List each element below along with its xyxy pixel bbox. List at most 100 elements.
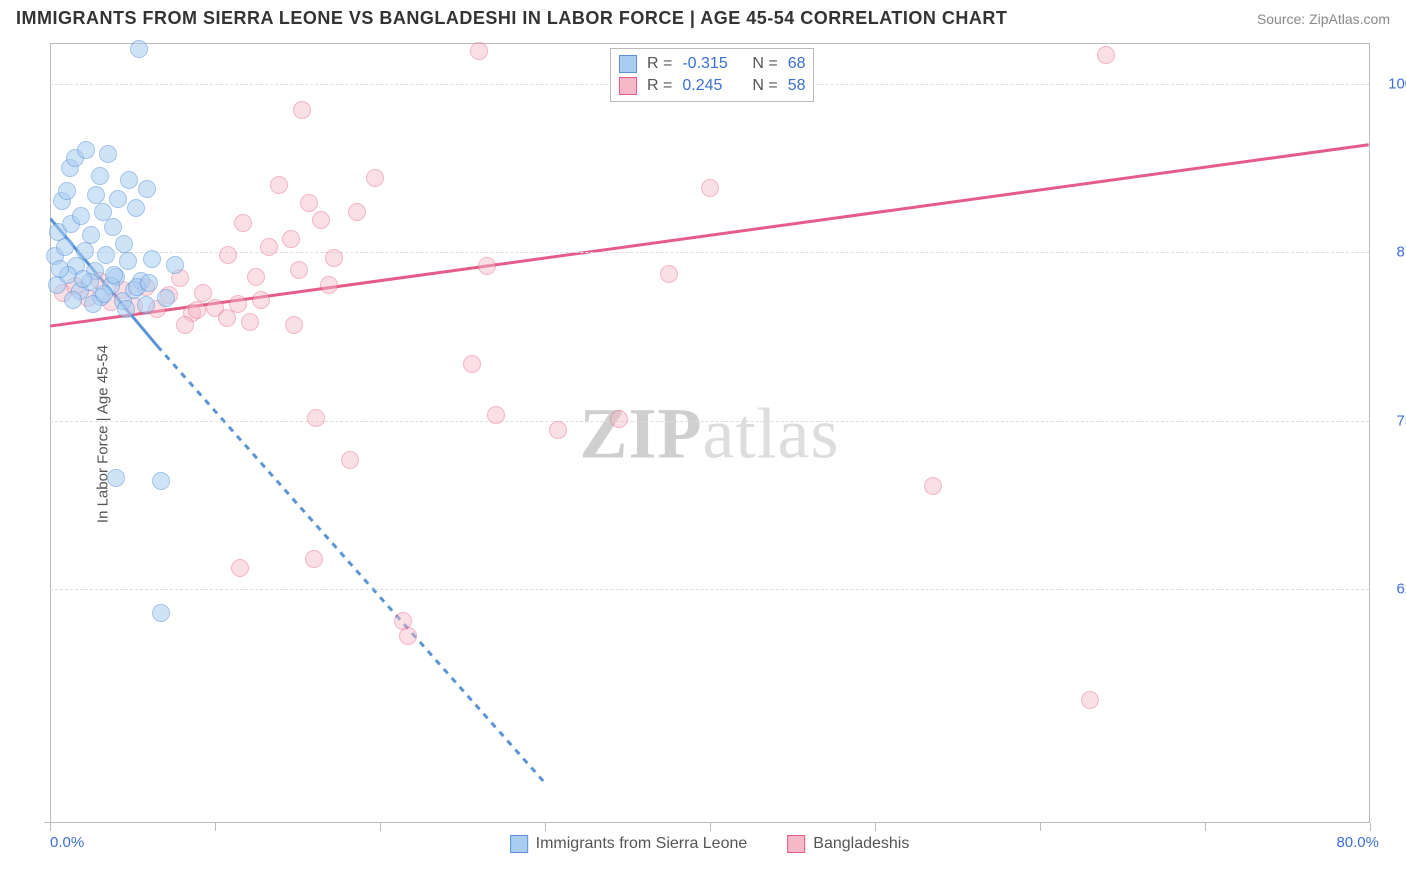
sierra-leone-point bbox=[107, 469, 125, 487]
bangladeshi-point bbox=[399, 627, 417, 645]
sierra-leone-point bbox=[87, 186, 105, 204]
bangladeshi-point bbox=[610, 410, 628, 428]
bangladeshi-point bbox=[270, 176, 288, 194]
sierra-leone-point bbox=[119, 252, 137, 270]
bangladeshi-point bbox=[260, 238, 278, 256]
sierra-leone-point bbox=[115, 235, 133, 253]
legend-label-sierra-leone: Immigrants from Sierra Leone bbox=[536, 835, 748, 853]
y-tick-label: 75.0% bbox=[1396, 412, 1406, 429]
bangladeshi-point bbox=[234, 214, 252, 232]
sierra-leone-point bbox=[130, 40, 148, 58]
legend-item-sierra-leone: Immigrants from Sierra Leone bbox=[510, 835, 748, 853]
sierra-leone-point bbox=[56, 238, 74, 256]
sierra-leone-point bbox=[58, 182, 76, 200]
sierra-leone-point bbox=[137, 296, 155, 314]
bangladeshi-point bbox=[366, 169, 384, 187]
bangladeshi-point bbox=[231, 559, 249, 577]
bangladeshi-point bbox=[247, 268, 265, 286]
chart-title: IMMIGRANTS FROM SIERRA LEONE VS BANGLADE… bbox=[16, 8, 1007, 29]
bangladeshi-point bbox=[1097, 46, 1115, 64]
bangladeshi-point bbox=[188, 301, 206, 319]
plot-region bbox=[50, 44, 1369, 823]
sierra-leone-point bbox=[95, 285, 113, 303]
gridline bbox=[50, 421, 1369, 422]
x-tick bbox=[380, 823, 381, 831]
bangladeshi-point bbox=[660, 265, 678, 283]
gridline bbox=[50, 252, 1369, 253]
sierra-leone-point bbox=[77, 141, 95, 159]
sierra-leone-point bbox=[64, 291, 82, 309]
bangladeshi-point bbox=[549, 421, 567, 439]
trend-lines bbox=[50, 44, 1369, 823]
x-tick bbox=[215, 823, 216, 831]
bangladeshi-point bbox=[325, 249, 343, 267]
bangladeshi-point bbox=[320, 276, 338, 294]
sierra-leone-point bbox=[104, 218, 122, 236]
bangladeshi-point bbox=[307, 409, 325, 427]
correlation-swatch bbox=[619, 55, 637, 73]
legend-label-bangladeshi: Bangladeshis bbox=[813, 835, 909, 853]
sierra-leone-point bbox=[140, 274, 158, 292]
sierra-leone-point bbox=[76, 242, 94, 260]
sierra-leone-point bbox=[99, 145, 117, 163]
sierra-leone-point bbox=[97, 246, 115, 264]
sierra-leone-point bbox=[127, 199, 145, 217]
sierra-leone-point bbox=[72, 207, 90, 225]
bangladeshi-point bbox=[312, 211, 330, 229]
bangladeshi-point bbox=[285, 316, 303, 334]
y-tick-label: 100.0% bbox=[1388, 76, 1406, 93]
sierra-leone-point bbox=[166, 256, 184, 274]
x-axis-max-label: 80.0% bbox=[1336, 834, 1379, 851]
x-axis-min-label: 0.0% bbox=[50, 834, 84, 851]
sierra-leone-point bbox=[109, 190, 127, 208]
x-tick bbox=[710, 823, 711, 831]
correlation-row: R =-0.315N =68 bbox=[619, 53, 805, 75]
x-tick bbox=[545, 823, 546, 831]
bangladeshi-point bbox=[305, 550, 323, 568]
x-tick bbox=[875, 823, 876, 831]
sierra-leone-point bbox=[91, 167, 109, 185]
bangladeshi-point bbox=[487, 406, 505, 424]
sierra-leone-point bbox=[74, 270, 92, 288]
bangladeshi-point bbox=[341, 451, 359, 469]
correlation-swatch bbox=[619, 77, 637, 95]
source-label: Source: ZipAtlas.com bbox=[1257, 11, 1390, 27]
x-tick bbox=[50, 823, 51, 831]
gridline bbox=[50, 589, 1369, 590]
x-tick bbox=[1040, 823, 1041, 831]
y-tick-label: 87.5% bbox=[1396, 244, 1406, 261]
bangladeshi-point bbox=[241, 313, 259, 331]
bangladeshi-point bbox=[218, 309, 236, 327]
bangladeshi-point bbox=[348, 203, 366, 221]
sierra-leone-point bbox=[143, 250, 161, 268]
x-tick bbox=[1370, 823, 1371, 831]
sierra-leone-point bbox=[105, 266, 123, 284]
legend-swatch-sierra-leone bbox=[510, 835, 528, 853]
sierra-leone-point bbox=[157, 289, 175, 307]
bangladeshi-point bbox=[282, 230, 300, 248]
bangladeshi-point bbox=[701, 179, 719, 197]
chart-area: In Labor Force | Age 45-54 ZIPatlas 0.0%… bbox=[50, 43, 1370, 823]
bangladeshi-point bbox=[478, 257, 496, 275]
x-tick bbox=[1205, 823, 1206, 831]
legend-swatch-bangladeshi bbox=[787, 835, 805, 853]
sierra-leone-point bbox=[138, 180, 156, 198]
bangladeshi-point bbox=[463, 355, 481, 373]
sierra-leone-point bbox=[152, 604, 170, 622]
bangladeshi-point bbox=[470, 42, 488, 60]
sierra-leone-point bbox=[51, 260, 69, 278]
bangladeshi-point bbox=[300, 194, 318, 212]
bangladeshi-point bbox=[219, 246, 237, 264]
sierra-leone-point bbox=[120, 171, 138, 189]
bangladeshi-point bbox=[924, 477, 942, 495]
sierra-leone-point bbox=[117, 300, 135, 318]
bangladeshi-point bbox=[252, 291, 270, 309]
bangladeshi-point bbox=[293, 101, 311, 119]
bangladeshi-point bbox=[229, 295, 247, 313]
bottom-legend: Immigrants from Sierra Leone Bangladeshi… bbox=[510, 835, 910, 853]
legend-item-bangladeshi: Bangladeshis bbox=[787, 835, 909, 853]
bangladeshi-point bbox=[290, 261, 308, 279]
correlation-row: R =0.245N =58 bbox=[619, 75, 805, 97]
bangladeshi-point bbox=[1081, 691, 1099, 709]
correlation-box: R =-0.315N =68R =0.245N =58 bbox=[610, 48, 814, 102]
